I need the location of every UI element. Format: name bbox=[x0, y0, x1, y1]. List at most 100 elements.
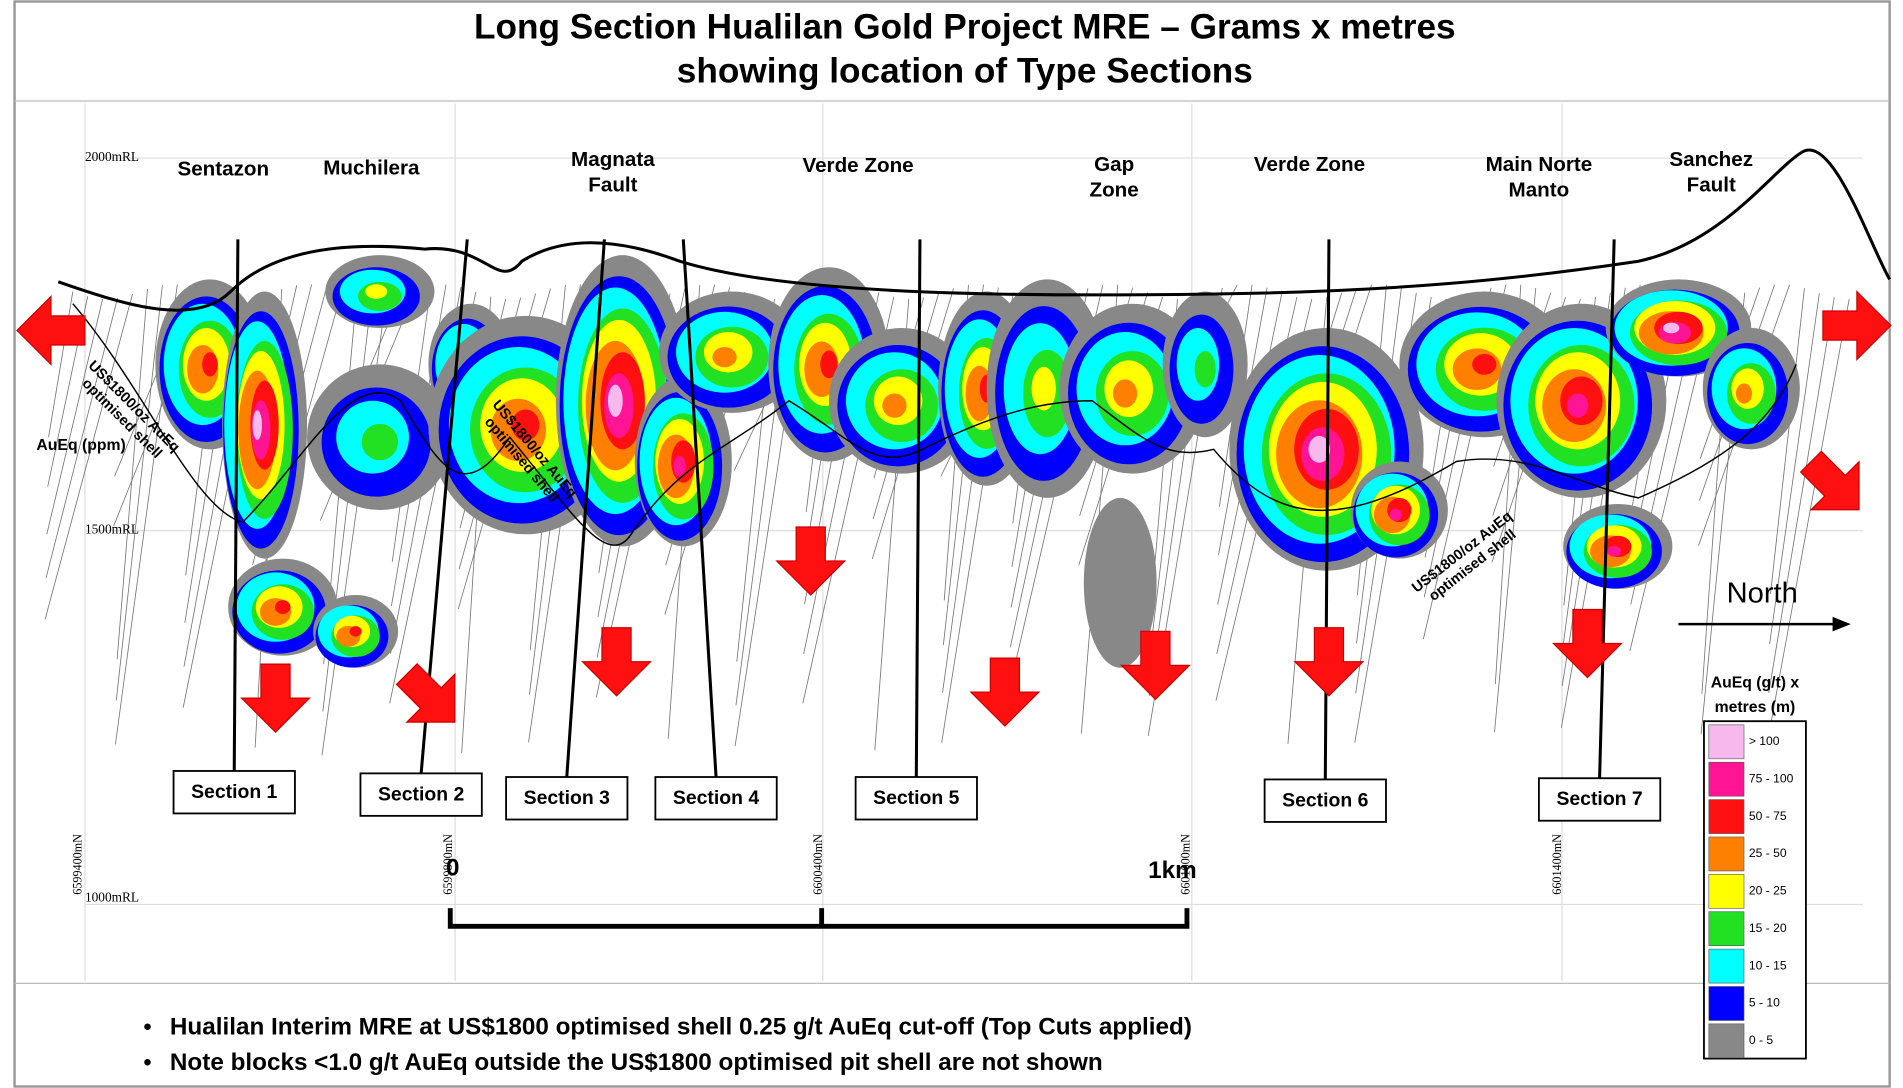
grade-blob bbox=[1083, 497, 1157, 668]
grade-blob bbox=[511, 409, 540, 441]
grade-blob bbox=[1663, 322, 1680, 334]
drillhole bbox=[45, 297, 119, 579]
legend-label: 50 - 75 bbox=[1749, 809, 1787, 823]
arrow bbox=[1799, 450, 1860, 511]
arrow bbox=[1822, 290, 1892, 361]
zone-label: Magnata bbox=[571, 148, 655, 171]
legend-swatch bbox=[1708, 1023, 1745, 1059]
legend-title: AuEq (g/t) x bbox=[1711, 675, 1800, 692]
northing-label: 6601400mN bbox=[1550, 834, 1564, 895]
section-label: Section 5 bbox=[873, 787, 959, 809]
northing-label: 6601000mN bbox=[1179, 834, 1193, 895]
arrow bbox=[240, 663, 311, 733]
grade-blob bbox=[1194, 351, 1216, 388]
zone-label: Verde Zone bbox=[802, 154, 913, 177]
drillhole bbox=[116, 288, 148, 660]
drillhole bbox=[46, 298, 104, 535]
drillhole bbox=[1769, 293, 1820, 644]
zone-label: Sanchez bbox=[1669, 148, 1753, 171]
grade-blob bbox=[1567, 393, 1589, 418]
elevation-label: 1000mRL bbox=[85, 889, 139, 904]
legend-swatch bbox=[1708, 911, 1745, 947]
section-box bbox=[1537, 777, 1662, 822]
section-box bbox=[654, 776, 778, 821]
arrow bbox=[969, 657, 1041, 727]
legend-swatch bbox=[1708, 799, 1745, 834]
grade-blob bbox=[349, 626, 362, 637]
arrow bbox=[775, 526, 847, 596]
scale-bar bbox=[447, 908, 1190, 929]
grade-blob bbox=[673, 455, 686, 477]
legend-swatch bbox=[1708, 724, 1745, 760]
legend-label: > 100 bbox=[1749, 734, 1780, 748]
section-box bbox=[172, 770, 296, 815]
topography bbox=[57, 148, 1891, 312]
drillhole bbox=[1767, 298, 1850, 740]
drillhole bbox=[1770, 288, 1805, 595]
section-label: Section 4 bbox=[673, 787, 759, 809]
section-label: Section 2 bbox=[378, 783, 464, 805]
legend-title: metres (m) bbox=[1715, 699, 1796, 716]
shell bbox=[72, 303, 1797, 546]
drillhole bbox=[115, 285, 163, 701]
grade-blob bbox=[1031, 366, 1056, 411]
grade-blob bbox=[274, 600, 291, 615]
zone-label: Gap bbox=[1094, 153, 1134, 176]
grid bbox=[84, 103, 1863, 981]
zone-label: Sentazon bbox=[177, 158, 269, 181]
drillhole bbox=[1768, 297, 1835, 694]
north-label: North bbox=[1727, 578, 1798, 610]
section-label: Section 6 bbox=[1282, 789, 1368, 811]
elevation-label: 2000mRL bbox=[85, 149, 139, 164]
arrow bbox=[581, 627, 652, 697]
arrow bbox=[395, 662, 456, 723]
northing-label: 6599800mN bbox=[441, 834, 455, 895]
zone-label: Fault bbox=[588, 173, 637, 196]
scale-label: 1km bbox=[1148, 857, 1197, 884]
section-line bbox=[914, 239, 922, 778]
section-line bbox=[232, 239, 240, 771]
section-box bbox=[359, 772, 483, 817]
grade-blob bbox=[607, 384, 623, 417]
title: Long Section Hualilan Gold Project MRE –… bbox=[474, 8, 1456, 47]
arrow bbox=[16, 294, 86, 366]
axis-label: AuEq (ppm) bbox=[36, 437, 125, 454]
section-label: Section 1 bbox=[191, 781, 277, 803]
zone-label: Verde Zone bbox=[1254, 153, 1365, 176]
legend-label: 75 - 100 bbox=[1749, 771, 1794, 785]
section-box bbox=[505, 776, 629, 821]
grade-blob bbox=[712, 346, 737, 368]
grade-blob bbox=[1607, 545, 1621, 557]
legend-swatch bbox=[1708, 948, 1745, 984]
legend-label: 15 - 20 bbox=[1749, 921, 1787, 935]
arrow bbox=[1119, 630, 1191, 701]
scale-label: 0 bbox=[446, 855, 460, 882]
legend-label: 10 - 15 bbox=[1749, 958, 1787, 972]
section-label: Section 7 bbox=[1556, 788, 1642, 810]
zone-label: Zone bbox=[1089, 178, 1138, 201]
grade-blob bbox=[202, 352, 218, 377]
legend-label: 5 - 10 bbox=[1749, 996, 1780, 1010]
northing-label: 6599400mN bbox=[71, 834, 85, 895]
arrow bbox=[1552, 608, 1623, 679]
grade-blob bbox=[252, 410, 263, 440]
arrow bbox=[1293, 627, 1365, 697]
legend-swatch bbox=[1708, 874, 1745, 909]
zone-label: Fault bbox=[1687, 173, 1736, 196]
grade-blob bbox=[1735, 383, 1753, 404]
note: Note blocks <1.0 g/t AuEq outside the US… bbox=[170, 1049, 1103, 1076]
bullet: • bbox=[143, 1049, 152, 1076]
section-line bbox=[565, 239, 606, 778]
grade-blob bbox=[882, 393, 907, 418]
zone-label: Manto bbox=[1509, 178, 1570, 201]
grade-blob bbox=[1112, 379, 1138, 408]
bullet: • bbox=[143, 1014, 152, 1041]
drillhole bbox=[44, 293, 133, 620]
title: showing location of Type Sections bbox=[677, 51, 1253, 90]
section-label: Section 3 bbox=[524, 787, 610, 809]
grade-blob bbox=[1472, 353, 1497, 375]
zone-label: Main Norte bbox=[1486, 153, 1593, 176]
grade-blob bbox=[1308, 435, 1331, 463]
section-box bbox=[854, 776, 978, 821]
